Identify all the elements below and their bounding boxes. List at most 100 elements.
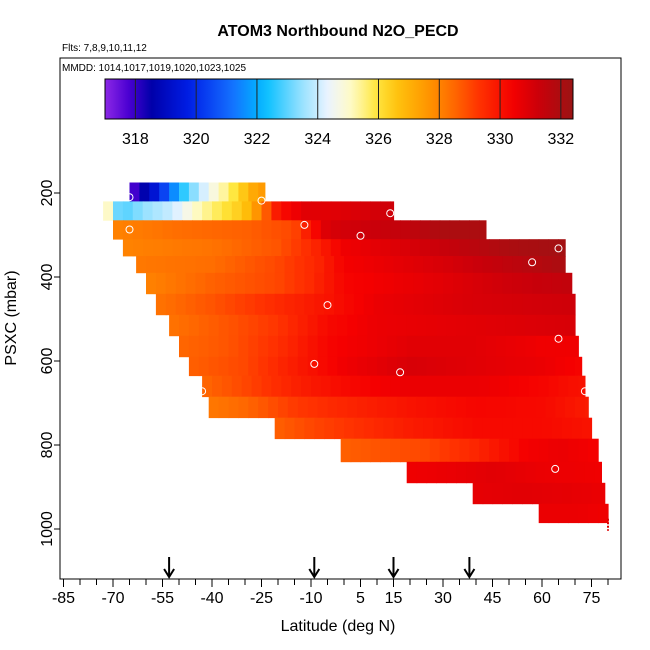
heatmap-cell [390, 201, 395, 221]
heatmap-cell [297, 314, 309, 337]
heatmap-cell [532, 417, 543, 440]
heatmap-cell [212, 201, 223, 221]
heatmap-cell [479, 438, 490, 463]
y-axis: 200 400 600 800 1000 [39, 180, 60, 547]
mmdd-label: MMDD: 1014,1017,1019,1020,1023,1025 [62, 63, 246, 74]
heatmap-cell [307, 335, 319, 358]
heatmap-cell [439, 220, 451, 240]
heatmap-cell [192, 239, 203, 257]
heatmap-cell [390, 239, 401, 257]
heatmap-cell [284, 272, 296, 295]
heatmap-cell [492, 272, 503, 295]
heatmap-cell [472, 482, 484, 505]
heatmap-cell [383, 272, 395, 295]
x-tick-label: 15 [385, 590, 403, 607]
heatmap-cell [370, 220, 381, 240]
colorbar-tick-label: 324 [304, 131, 331, 148]
x-axis-label: Latitude (deg N) [281, 618, 396, 635]
heatmap-cell [386, 314, 398, 337]
heatmap-cell [162, 201, 173, 221]
heatmap-cell [320, 239, 332, 257]
heatmap-cell [304, 272, 315, 295]
heatmap-cell [429, 438, 441, 463]
heatmap-cell [528, 239, 540, 257]
heatmap-cell [330, 201, 342, 221]
heatmap-cell [449, 438, 461, 463]
heatmap-cell [231, 239, 243, 257]
heatmap-cell [482, 417, 494, 440]
heatmap-cell [565, 396, 576, 419]
heatmap-cell [149, 182, 160, 202]
heatmap-cell [284, 417, 296, 440]
heatmap-cell [472, 256, 484, 274]
heatmap-cell [334, 256, 345, 274]
heatmap-cell [340, 438, 352, 463]
heatmap-cell [386, 356, 398, 377]
heatmap-cell [390, 438, 401, 463]
heatmap-cell [254, 293, 266, 316]
heatmap-cell [565, 356, 576, 377]
heatmap-cell [363, 256, 375, 274]
heatmap-cell [459, 239, 470, 257]
heatmap-cell [532, 293, 543, 316]
heatmap-cell [195, 293, 206, 316]
heatmap-cell [538, 239, 550, 257]
heatmap-cell [291, 375, 302, 398]
heatmap-cell [555, 356, 566, 377]
heatmap-cell [476, 314, 487, 337]
colorbar-tick-label: 318 [122, 131, 149, 148]
heatmap-cell [350, 438, 362, 463]
heatmap-cell [268, 314, 279, 337]
heatmap-cell [429, 220, 441, 240]
heatmap-cell [278, 356, 289, 377]
heatmap-cell [165, 293, 177, 316]
heatmap-cell [380, 201, 391, 221]
heatmap-cell [489, 438, 500, 463]
heatmap-cell [452, 256, 464, 274]
heatmap-cell [146, 272, 157, 295]
heatmap-cell [311, 220, 322, 240]
heatmap-cell [327, 396, 338, 419]
heatmap-cell [512, 256, 523, 274]
heatmap-cell [301, 201, 312, 221]
heatmap-cell [538, 503, 550, 524]
heatmap-cell [241, 201, 253, 221]
heatmap-cell [535, 335, 546, 358]
heatmap-cell [535, 396, 546, 419]
y-tick-label: 400 [39, 264, 56, 291]
heatmap-cell [271, 239, 282, 257]
heatmap-cell [538, 438, 550, 463]
heatmap-cell [403, 293, 414, 316]
heatmap-cell [360, 375, 371, 398]
heatmap-cell [575, 335, 579, 358]
heatmap-cell [555, 461, 566, 484]
heatmap-cell [578, 438, 589, 463]
heatmap-cell [446, 356, 457, 377]
heatmap-cell [495, 314, 507, 337]
heatmap-cell [532, 482, 543, 505]
heatmap-cell [258, 356, 269, 377]
heatmap-cell [278, 396, 289, 419]
heatmap-cell [436, 314, 447, 337]
heatmap-cell [588, 503, 599, 524]
heatmap-cell [228, 182, 239, 202]
heatmap-cell [410, 220, 421, 240]
heatmap-cell [304, 417, 315, 440]
heatmap-cell [479, 239, 490, 257]
heatmap-cell [446, 396, 457, 419]
heatmap-cell [548, 503, 560, 524]
flight-marker [528, 258, 537, 267]
heatmap-cell [565, 335, 576, 358]
heatmap-cell [419, 239, 431, 257]
heatmap-cell [400, 239, 411, 257]
heatmap-cell [271, 201, 282, 221]
heatmap-cell [522, 293, 533, 316]
flight-marker [356, 231, 365, 240]
heatmap-cell [261, 201, 272, 221]
heatmap-cell [548, 239, 560, 257]
heatmap-cell [357, 396, 368, 419]
heatmap-cell [525, 335, 536, 358]
heatmap-cell [281, 375, 292, 398]
heatmap-cell [175, 293, 187, 316]
heatmap-cell [380, 375, 391, 398]
